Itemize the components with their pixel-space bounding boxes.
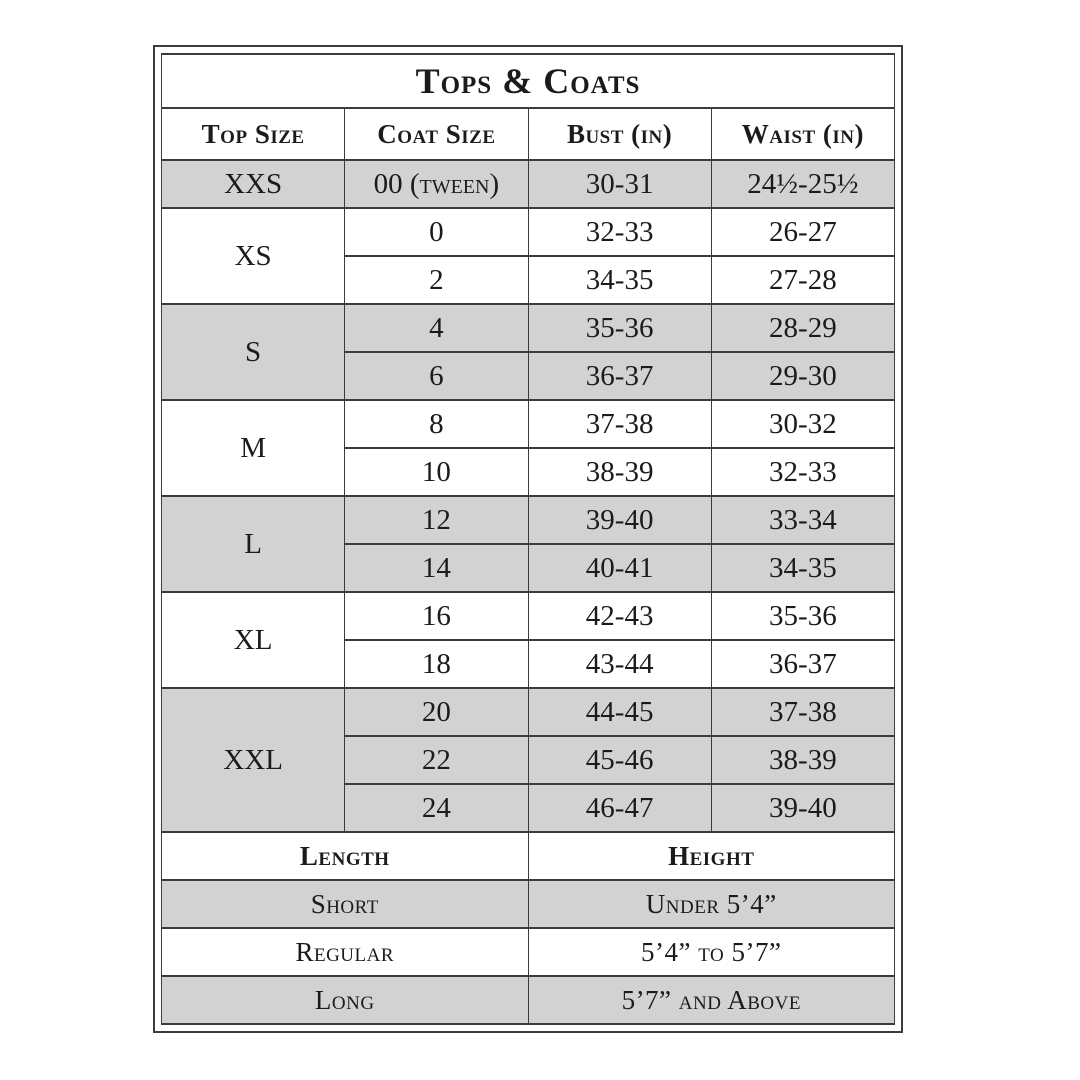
size-row: 2 34-35 27-28	[162, 255, 896, 305]
waist-cell: 39-40	[710, 783, 896, 833]
coat-size-cell: 22	[344, 735, 529, 785]
waist-cell: 33-34	[710, 495, 896, 545]
size-row: 18 43-44 36-37	[162, 639, 896, 689]
size-row: XXS 00 (tween) 30-31 24½-25½	[160, 159, 896, 209]
coat-size-cell: 14	[344, 543, 529, 593]
header-coat-size: Coat Size	[344, 107, 529, 161]
coat-size-cell: 12	[344, 495, 529, 545]
size-chart-table: Tops & Coats Top Size Coat Size Bust (in…	[160, 53, 896, 1025]
coat-size-cell: 2	[344, 255, 529, 305]
header-height: Height	[527, 831, 895, 881]
header-bust: Bust (in)	[527, 107, 712, 161]
size-row: XL 16 42-43 35-36	[160, 591, 896, 689]
length-cell: Short	[161, 879, 529, 929]
height-cell: 5’7” and Above	[527, 975, 895, 1025]
bust-cell: 36-37	[527, 351, 712, 401]
size-row: XS 0 32-33 26-27	[160, 207, 896, 305]
length-row: Regular 5’4” to 5’7”	[161, 927, 895, 977]
coat-size-cell: 20	[344, 687, 529, 737]
height-cell: 5’4” to 5’7”	[527, 927, 895, 977]
size-chart-frame: Tops & Coats Top Size Coat Size Bust (in…	[153, 45, 903, 1033]
bust-cell: 45-46	[527, 735, 712, 785]
header-top-size: Top Size	[160, 107, 346, 161]
waist-cell: 26-27	[710, 207, 896, 257]
top-size-cell: XXS	[160, 159, 346, 209]
length-row: Long 5’7” and Above	[161, 975, 895, 1025]
waist-cell: 36-37	[710, 639, 896, 689]
bust-cell: 40-41	[527, 543, 712, 593]
top-size-cell: XS	[160, 207, 346, 305]
coat-size-cell: 18	[344, 639, 529, 689]
bust-cell: 39-40	[527, 495, 712, 545]
waist-cell: 37-38	[710, 687, 896, 737]
waist-cell: 38-39	[710, 735, 896, 785]
size-row: 22 45-46 38-39	[162, 735, 896, 785]
waist-cell: 29-30	[710, 351, 896, 401]
size-row: S 4 35-36 28-29	[160, 303, 896, 401]
length-height-header-row: Length Height	[161, 831, 895, 881]
length-cell: Regular	[161, 927, 529, 977]
bust-cell: 38-39	[527, 447, 712, 497]
coat-size-cell: 8	[344, 399, 529, 449]
header-length: Length	[161, 831, 529, 881]
bust-cell: 46-47	[527, 783, 712, 833]
waist-cell: 34-35	[710, 543, 896, 593]
waist-cell: 28-29	[710, 303, 896, 353]
coat-size-cell: 16	[344, 591, 529, 641]
coat-size-cell: 10	[344, 447, 529, 497]
size-row: 10 38-39 32-33	[162, 447, 896, 497]
bust-cell: 34-35	[527, 255, 712, 305]
bust-cell: 35-36	[527, 303, 712, 353]
waist-cell: 24½-25½	[710, 159, 896, 209]
top-size-cell: M	[160, 399, 346, 497]
bust-cell: 42-43	[527, 591, 712, 641]
bust-cell: 44-45	[527, 687, 712, 737]
header-waist: Waist (in)	[710, 107, 896, 161]
waist-cell: 32-33	[710, 447, 896, 497]
length-cell: Long	[161, 975, 529, 1025]
size-row: 24 46-47 39-40	[162, 783, 896, 833]
waist-cell: 30-32	[710, 399, 896, 449]
waist-cell: 35-36	[710, 591, 896, 641]
bust-cell: 32-33	[527, 207, 712, 257]
top-size-cell: S	[160, 303, 346, 401]
top-size-cell: XL	[160, 591, 346, 689]
size-row: XXL 20 44-45 37-38	[160, 687, 896, 833]
waist-cell: 27-28	[710, 255, 896, 305]
bust-cell: 30-31	[527, 159, 712, 209]
coat-size-cell: 24	[344, 783, 529, 833]
table-title: Tops & Coats	[161, 53, 895, 109]
size-row: 14 40-41 34-35	[162, 543, 896, 593]
coat-size-cell: 0	[344, 207, 529, 257]
bust-cell: 43-44	[527, 639, 712, 689]
length-row: Short Under 5’4”	[161, 879, 895, 929]
top-size-cell: XXL	[160, 687, 346, 833]
size-row: L 12 39-40 33-34	[160, 495, 896, 593]
bust-cell: 37-38	[527, 399, 712, 449]
top-size-cell: L	[160, 495, 346, 593]
coat-size-cell: 4	[344, 303, 529, 353]
column-header-row: Top Size Coat Size Bust (in) Waist (in)	[160, 107, 896, 161]
title-row: Tops & Coats	[161, 53, 895, 109]
height-cell: Under 5’4”	[527, 879, 895, 929]
coat-size-cell: 6	[344, 351, 529, 401]
size-row: M 8 37-38 30-32	[160, 399, 896, 497]
size-row: 6 36-37 29-30	[162, 351, 896, 401]
coat-size-cell: 00 (tween)	[344, 159, 529, 209]
